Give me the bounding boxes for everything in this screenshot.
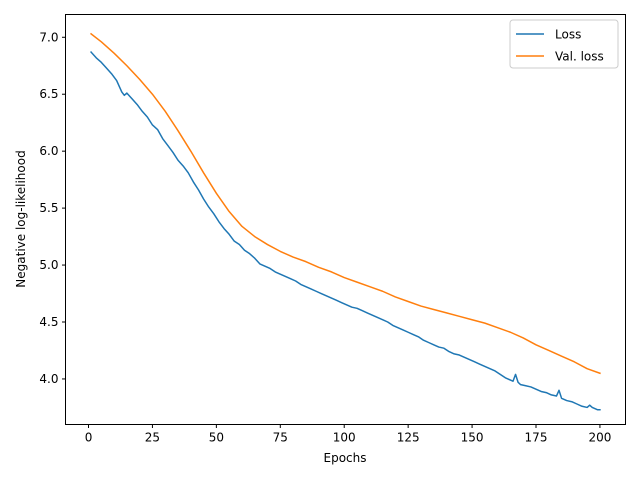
y-tick-label: 5.5 [39,201,58,215]
legend-label: Loss [555,28,581,42]
series-layer [90,32,601,411]
y-tick-label: 4.0 [39,372,58,386]
series-line-val-loss [90,32,601,375]
x-tick-label: 25 [145,431,160,445]
x-axis-label: Epochs [324,451,367,465]
y-tick-label: 5.0 [39,258,58,272]
y-axis-label: Negative log-likelihood [14,150,28,287]
x-tick-label: 50 [209,431,224,445]
x-tick-label: 175 [525,431,548,445]
ticks-layer: 0 25 50 75 100 125 150 175 200 4.0 4.5 5.0 5.5 6.0 6.5… [39,30,611,444]
y-tick-label: 7.0 [39,30,58,44]
y-tick-label: 4.5 [39,315,58,329]
legend: Loss Val. loss [509,19,619,69]
y-tick-label: 6.5 [39,87,58,101]
legend-label: Val. loss [555,50,604,64]
x-tick-label: 0 [85,431,93,445]
y-tick-label: 6.0 [39,144,58,158]
x-tick-label: 125 [397,431,420,445]
series-line-loss [90,51,601,411]
x-tick-label: 75 [273,431,288,445]
x-tick-label: 200 [588,431,611,445]
x-tick-label: 100 [333,431,356,445]
x-tick-label: 150 [461,431,484,445]
axes-frame [65,14,626,425]
